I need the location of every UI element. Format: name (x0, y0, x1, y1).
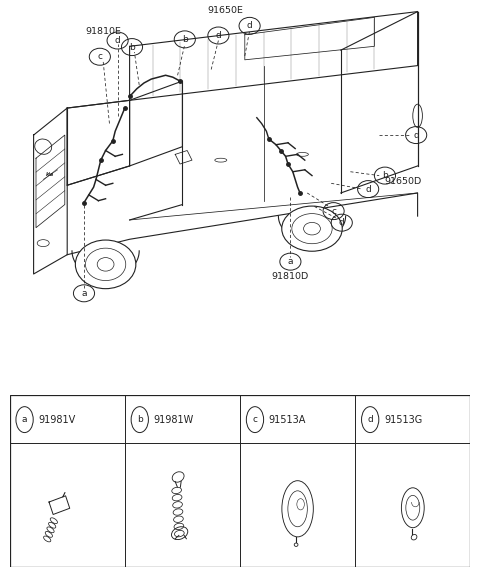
Text: 91981W: 91981W (154, 415, 194, 425)
Text: 91513G: 91513G (384, 415, 422, 425)
Text: b: b (129, 43, 135, 52)
Text: a: a (288, 257, 293, 266)
Text: 91981V: 91981V (38, 415, 76, 425)
Text: c: c (331, 207, 336, 215)
Text: d: d (115, 36, 120, 45)
Text: b: b (182, 35, 188, 44)
Text: b: b (137, 415, 143, 424)
Text: a: a (81, 289, 87, 298)
Text: c: c (97, 52, 102, 61)
Text: d: d (413, 131, 419, 139)
Text: 91810D: 91810D (272, 272, 309, 281)
Text: d: d (247, 21, 252, 31)
Text: 91650D: 91650D (384, 177, 421, 186)
Text: kia: kia (47, 172, 54, 177)
Text: b: b (382, 171, 388, 180)
Text: d: d (367, 415, 373, 424)
Text: d: d (216, 31, 221, 40)
Ellipse shape (282, 206, 342, 251)
Text: d: d (339, 218, 345, 227)
Text: 91650E: 91650E (208, 6, 243, 14)
Text: c: c (252, 415, 257, 424)
Text: a: a (22, 415, 27, 424)
Ellipse shape (75, 240, 136, 289)
Text: 91513A: 91513A (269, 415, 306, 425)
Text: d: d (365, 184, 371, 194)
Text: 91810E: 91810E (85, 26, 121, 36)
